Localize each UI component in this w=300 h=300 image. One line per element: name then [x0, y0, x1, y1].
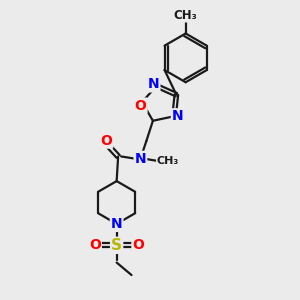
Text: O: O [89, 238, 101, 252]
Text: N: N [111, 217, 122, 231]
Text: CH₃: CH₃ [174, 9, 197, 22]
Text: N: N [172, 109, 184, 123]
Text: O: O [132, 238, 144, 252]
Text: N: N [135, 152, 146, 166]
Text: O: O [135, 99, 146, 112]
Text: N: N [148, 77, 159, 92]
Text: S: S [111, 238, 122, 253]
Text: O: O [100, 134, 112, 148]
Text: CH₃: CH₃ [157, 156, 179, 166]
